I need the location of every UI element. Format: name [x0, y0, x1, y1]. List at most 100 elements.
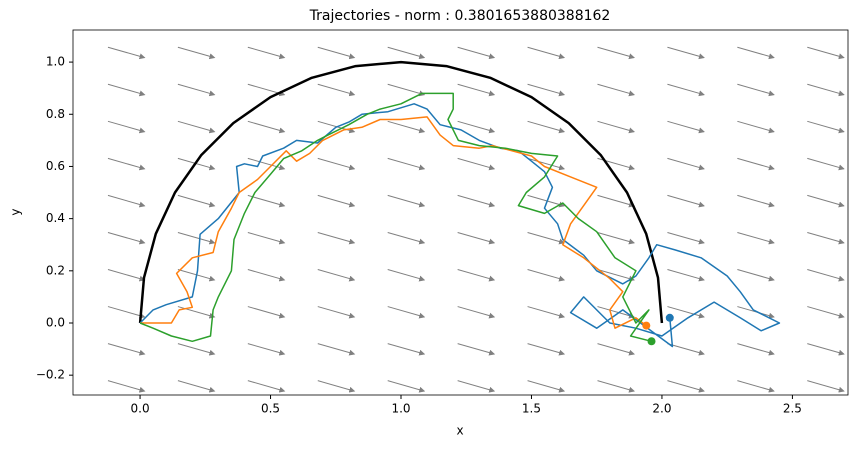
quiver-arrow [807, 306, 845, 319]
quiver-arrow [387, 380, 426, 393]
trajectory-line [140, 116, 647, 329]
quiver-arrow [387, 194, 426, 208]
quiver-arrow [107, 194, 146, 208]
quiver-arrow [597, 380, 635, 393]
quiver-arrow [807, 120, 845, 134]
trajectory-line [139, 103, 781, 348]
y-tick-label: 1.0 [46, 55, 65, 69]
quiver-arrow [807, 231, 845, 245]
quiver-arrow [597, 46, 635, 60]
quiver-arrow [177, 231, 216, 245]
quiver-arrow [177, 120, 216, 134]
y-tick-label: −0.2 [36, 368, 65, 382]
quiver-arrow [667, 83, 705, 97]
quiver-arrow [247, 194, 286, 208]
x-tick-label: 0.0 [131, 402, 150, 416]
x-tick-label: 2.5 [783, 402, 802, 416]
quiver-arrow [737, 120, 775, 134]
quiver-arrow [317, 343, 356, 356]
quiver-arrow [387, 343, 426, 356]
quiver-arrow [247, 269, 286, 282]
axes-frame [72, 29, 849, 396]
quiver-arrow [387, 46, 426, 60]
quiver-arrow [107, 120, 146, 134]
quiver-arrow [667, 343, 705, 356]
quiver-arrow [317, 83, 356, 97]
quiver-arrow [317, 157, 356, 171]
quiver-arrow [317, 194, 356, 208]
quiver-arrow [737, 157, 775, 171]
quiver-arrow [457, 120, 496, 134]
quiver-arrow [527, 231, 566, 245]
x-tick-label: 1.0 [391, 402, 410, 416]
quiver-arrow [597, 83, 635, 97]
quiver-arrow [527, 380, 566, 393]
quiver-arrow [387, 231, 426, 245]
quiver-arrow [387, 157, 426, 171]
y-tick-label: 0.6 [46, 159, 65, 173]
quiver-arrow [317, 306, 356, 319]
quiver-arrow [177, 343, 216, 356]
quiver-arrow [177, 83, 216, 97]
y-tick-label: 0.4 [46, 211, 65, 225]
quiver-arrow [387, 120, 426, 134]
quiver-arrow [527, 157, 566, 171]
quiver-arrow [457, 231, 496, 245]
quiver-arrow [247, 343, 286, 356]
quiver-arrow [387, 83, 426, 97]
quiver-arrow [597, 194, 635, 208]
end-marker [665, 313, 674, 322]
quiver-arrow [457, 83, 496, 97]
quiver-arrow [667, 269, 705, 282]
quiver-arrow [177, 306, 216, 319]
quiver-arrow [247, 120, 286, 134]
y-tick-label: 0.8 [46, 107, 65, 121]
quiver-arrow [457, 157, 496, 171]
quiver-arrow [317, 269, 356, 282]
quiver-arrow [457, 343, 496, 356]
x-tick-label: 0.5 [261, 402, 280, 416]
quiver-arrow [107, 306, 146, 319]
quiver-arrow [177, 46, 216, 60]
x-axis-label: x [456, 424, 463, 438]
quiver-arrow [807, 194, 845, 208]
quiver-arrow [457, 380, 496, 393]
quiver-arrow [317, 231, 356, 245]
y-tick-label: 0.2 [46, 263, 65, 277]
quiver-arrow [247, 306, 286, 319]
quiver-arrow [457, 269, 496, 282]
quiver-arrow [527, 194, 566, 208]
quiver-arrow [527, 343, 566, 356]
quiver-arrow [807, 343, 845, 356]
chart-title: Trajectories - norm : 0.3801653880388162 [309, 8, 611, 24]
quiver-arrow [107, 46, 146, 60]
quiver-arrow [527, 120, 566, 134]
quiver-arrow [247, 157, 286, 171]
quiver-arrow [177, 194, 216, 208]
quiver-arrow [737, 231, 775, 245]
quiver-arrow [247, 231, 286, 245]
quiver-arrow [667, 46, 705, 60]
y-tick-label: 0.0 [46, 315, 65, 329]
quiver-arrow [737, 83, 775, 97]
quiver-arrow [387, 269, 426, 282]
quiver-arrow [667, 380, 705, 393]
quiver-arrow [457, 306, 496, 319]
quiver-arrow [457, 46, 496, 60]
quiver-arrow [597, 269, 635, 282]
quiver-arrow [527, 269, 566, 282]
quiver-arrow [667, 194, 705, 208]
quiver-arrow [807, 157, 845, 171]
quiver-arrow [597, 120, 635, 134]
quiver-arrow [107, 157, 146, 171]
quiver-arrow [807, 83, 845, 97]
x-tick-label: 2.0 [652, 402, 671, 416]
quiver-arrow [107, 380, 146, 393]
quiver-arrow [737, 194, 775, 208]
quiver-arrow [667, 120, 705, 134]
quiver-arrow [667, 157, 705, 171]
quiver-arrow [247, 46, 286, 60]
y-axis-label: y [9, 208, 23, 215]
trajectory-line [138, 60, 664, 324]
